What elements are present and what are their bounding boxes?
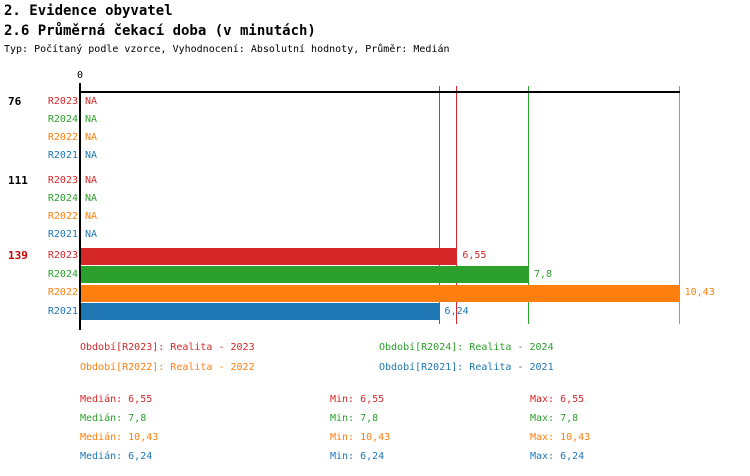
stat-max-R2022: Max: 10,43: [530, 432, 591, 443]
stat-min-R2021: Min: 6,24: [330, 451, 385, 462]
series-label-R2024: R2024: [47, 193, 78, 204]
axis-baseline: [79, 91, 680, 93]
na-label: NA: [85, 175, 98, 186]
stat-min-R2024: Min: 7,8: [330, 413, 379, 424]
legend-item-R2021: Období[R2021]: Realita - 2021: [379, 362, 554, 373]
series-label-R2021: R2021: [47, 150, 78, 161]
series-label-R2021: R2021: [47, 305, 78, 317]
series-label-R2022: R2022: [47, 287, 78, 298]
legend-item-R2024: Období[R2024]: Realita - 2024: [379, 342, 554, 353]
guide-line-R2023: [456, 86, 457, 324]
axis-zero-label: 0: [76, 70, 84, 81]
legend-item-R2022: Období[R2022]: Realita - 2022: [80, 362, 255, 373]
guide-line-R2024: [528, 86, 529, 324]
na-label: NA: [85, 211, 98, 222]
stat-median-R2024: Medián: 7,8: [80, 413, 147, 424]
series-label-R2023: R2023: [47, 175, 78, 186]
stat-median-R2022: Medián: 10,43: [80, 432, 159, 443]
stat-min-R2023: Min: 6,55: [330, 394, 385, 405]
series-label-R2024: R2024: [47, 114, 78, 125]
bar-value-label: 6,55: [462, 250, 487, 261]
group-label-111: 111: [8, 174, 28, 187]
series-label-R2023: R2023: [47, 96, 78, 107]
bar-R2024: [81, 266, 528, 283]
na-label: NA: [85, 150, 98, 161]
stat-min-R2022: Min: 10,43: [330, 432, 391, 443]
group-label-76: 76: [8, 95, 22, 108]
stat-max-R2023: Max: 6,55: [530, 394, 585, 405]
bar-value-label: 7,8: [533, 268, 552, 280]
bar-value-label: 10,43: [684, 287, 715, 298]
na-label: NA: [85, 96, 98, 107]
series-label-R2021: R2021: [47, 229, 78, 240]
bar-R2023: [81, 247, 457, 265]
guide-line-R2021: [439, 86, 440, 324]
chart-title: 2.6 Průměrná čekací doba (v minutách): [4, 23, 316, 39]
na-label: NA: [85, 114, 98, 125]
stat-median-R2023: Medián: 6,55: [80, 394, 153, 405]
stat-max-R2024: Max: 7,8: [530, 413, 579, 424]
na-label: NA: [85, 132, 98, 143]
legend-item-R2023: Období[R2023]: Realita - 2023: [80, 342, 255, 353]
value-axis-line: [79, 83, 81, 330]
bar-R2021: [81, 303, 439, 320]
series-label-R2022: R2022: [47, 132, 78, 143]
group-label-139: 139: [8, 249, 28, 262]
series-label-R2022: R2022: [47, 211, 78, 222]
series-label-R2023: R2023: [47, 250, 78, 261]
chart-subtitle: Typ: Počítaný podle vzorce, Vyhodnocení:…: [4, 44, 450, 55]
na-label: NA: [85, 229, 98, 240]
series-label-R2024: R2024: [47, 268, 78, 280]
na-label: NA: [85, 193, 98, 204]
guide-line-R2022: [679, 86, 680, 324]
stat-median-R2021: Medián: 6,24: [80, 451, 153, 462]
report-section-title: 2. Evidence obyvatel: [4, 3, 173, 19]
stat-max-R2021: Max: 6,24: [530, 451, 585, 462]
bar-R2022: [81, 284, 679, 302]
